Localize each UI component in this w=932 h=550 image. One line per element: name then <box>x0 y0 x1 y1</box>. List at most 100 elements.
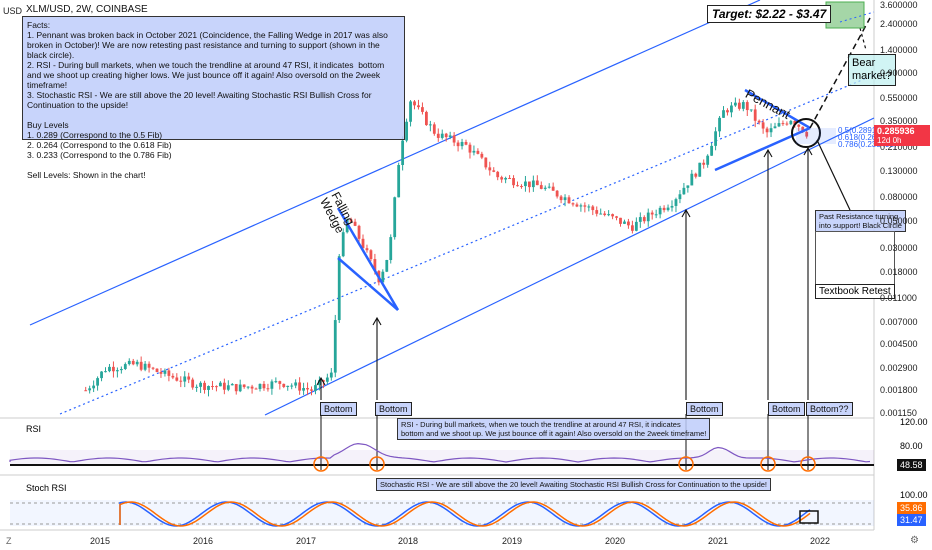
candle-body <box>218 382 222 387</box>
candle-body <box>745 102 749 111</box>
settings-icon[interactable]: ⚙ <box>910 535 919 546</box>
candle-body <box>365 248 369 251</box>
price-tick: 0.050000 <box>880 216 918 226</box>
candle-body <box>413 101 416 106</box>
candle-body <box>131 360 135 365</box>
candle-body <box>96 378 99 386</box>
candle-body <box>805 132 809 137</box>
candle-body <box>698 162 702 177</box>
bottom-label: Bottom?? <box>806 402 853 416</box>
price-tick: 2.400000 <box>880 19 918 29</box>
candle-body <box>603 213 607 215</box>
candle-body <box>147 363 151 368</box>
channel-mid <box>59 74 875 415</box>
candle-body <box>440 133 444 138</box>
candle-body <box>270 381 274 389</box>
candle-body <box>638 217 642 222</box>
candle-body <box>460 141 464 147</box>
candle-body <box>369 250 373 260</box>
candle-body <box>607 214 611 216</box>
candle-body <box>773 126 777 129</box>
candle-body <box>488 167 492 171</box>
candle-body <box>654 214 658 216</box>
target-channel-ext <box>839 11 875 23</box>
price-tick: 3.600000 <box>880 0 918 10</box>
candle-body <box>619 217 622 224</box>
candle-body <box>183 376 187 382</box>
candle-body <box>500 177 504 180</box>
candle-body <box>127 360 131 365</box>
stoch-k-tag: 35.86 <box>897 502 926 514</box>
candle-body <box>211 386 214 388</box>
candle-body <box>726 110 729 113</box>
candle-body <box>341 232 345 257</box>
price-tick: 0.130000 <box>880 166 918 176</box>
candle-body <box>357 225 361 239</box>
candle-body <box>686 185 690 188</box>
candle-body <box>115 370 119 372</box>
x-tick-year: 2021 <box>708 536 729 546</box>
candle-body <box>314 385 317 391</box>
arrow-head <box>316 376 326 386</box>
candle-body <box>615 216 618 218</box>
price-tick: 0.011000 <box>880 293 917 303</box>
arrow-head <box>803 146 813 156</box>
candle-body <box>444 133 448 138</box>
candle-body <box>195 386 199 388</box>
candle-body <box>385 260 389 272</box>
candle-body <box>678 194 682 200</box>
candle-body <box>718 117 721 132</box>
candle-body <box>207 386 210 390</box>
candle-body <box>456 142 460 147</box>
x-tick-year: 2017 <box>296 536 317 546</box>
textbook-retest-label: Textbook Retest <box>815 284 895 299</box>
stoch-cross-box <box>799 510 819 524</box>
rsi-panel <box>9 442 874 472</box>
rsi-touch-circle <box>678 456 694 472</box>
candle-body <box>199 382 202 387</box>
candle-body <box>139 361 143 370</box>
candle-body <box>108 366 111 372</box>
tradingview-logo[interactable]: Z <box>6 536 12 546</box>
candle-body <box>579 205 583 207</box>
bottom-label: Bottom <box>320 402 357 416</box>
target-box <box>825 1 865 29</box>
fib-label-0786: 0.786(0.233495) <box>838 140 897 149</box>
candles <box>84 97 809 397</box>
candle-body <box>123 364 127 370</box>
candle-body <box>769 128 773 133</box>
candle-body <box>226 385 230 390</box>
candle-body <box>421 107 424 112</box>
bottom-label: Bottom <box>375 402 412 416</box>
candle-body <box>555 190 559 197</box>
price-axis[interactable]: 3.600000 2.400000 1.400000 0.900000 0.55… <box>874 0 932 420</box>
arrow-head <box>681 208 691 218</box>
facts-note: Facts: 1. Pennant was broken back in Oct… <box>22 16 405 180</box>
candle-body <box>171 375 175 378</box>
price-tick: 1.400000 <box>880 45 918 55</box>
price-tick: 0.002900 <box>880 363 918 373</box>
rsi-touch-circle <box>800 456 816 472</box>
candle-body <box>155 368 159 373</box>
candle-body <box>409 101 412 122</box>
candle-body <box>389 237 393 261</box>
candle-body <box>627 221 630 226</box>
candle-body <box>733 102 737 106</box>
candle-body <box>535 180 539 186</box>
candle-body <box>634 221 638 231</box>
current-price-tag: 0.285936 12d 0h <box>874 125 930 146</box>
candle-body <box>278 381 282 384</box>
candle-body <box>694 173 698 177</box>
candle-body <box>417 105 420 108</box>
candle-body <box>234 384 238 392</box>
candle-body <box>706 155 710 165</box>
rsi-tick-80: 80.00 <box>900 441 923 451</box>
candle-body <box>393 197 397 238</box>
candle-body <box>282 383 286 387</box>
pennant-lower <box>714 126 811 172</box>
stoch-d-line <box>119 501 811 527</box>
candle-body <box>262 383 266 389</box>
candle-body <box>250 386 254 389</box>
candle-body <box>710 145 714 156</box>
candle-body <box>543 187 547 189</box>
